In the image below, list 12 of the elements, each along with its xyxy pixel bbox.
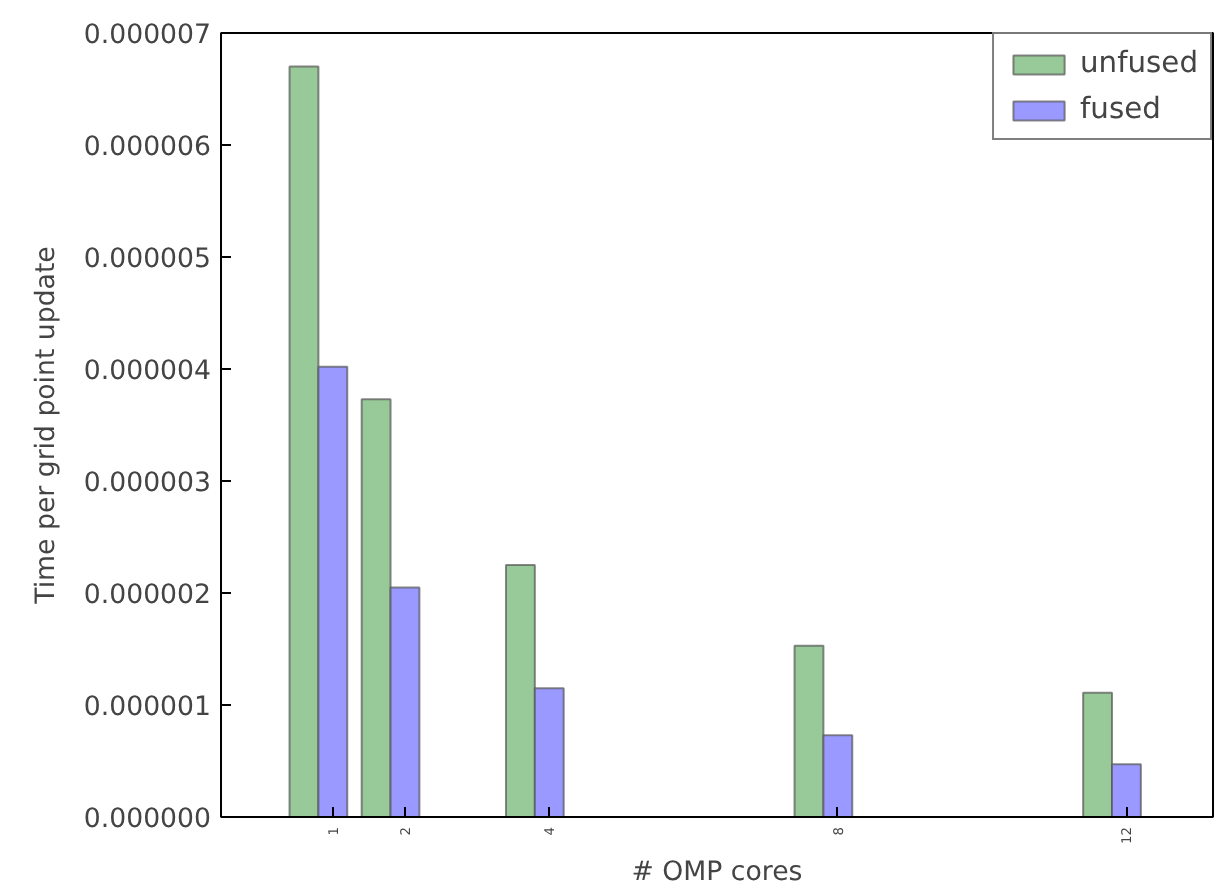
y-axis-title: Time per grid point update	[31, 246, 62, 606]
y-tick-label: 0.000004	[83, 357, 212, 387]
y-tick-label: 0.000006	[83, 133, 212, 163]
legend-label: unfused	[1080, 46, 1198, 80]
x-axis-title: # OMP cores	[631, 857, 803, 888]
y-tick-label: 0.000002	[83, 581, 212, 611]
y-tick-label: 0.000003	[83, 469, 212, 499]
y-tick-label: 0.000007	[83, 21, 212, 51]
y-tick-label: 0.000000	[83, 805, 212, 835]
y-tick-label: 0.000005	[83, 245, 212, 275]
y-tick-label: 0.000001	[83, 693, 212, 723]
legend-label: fused	[1080, 92, 1161, 126]
